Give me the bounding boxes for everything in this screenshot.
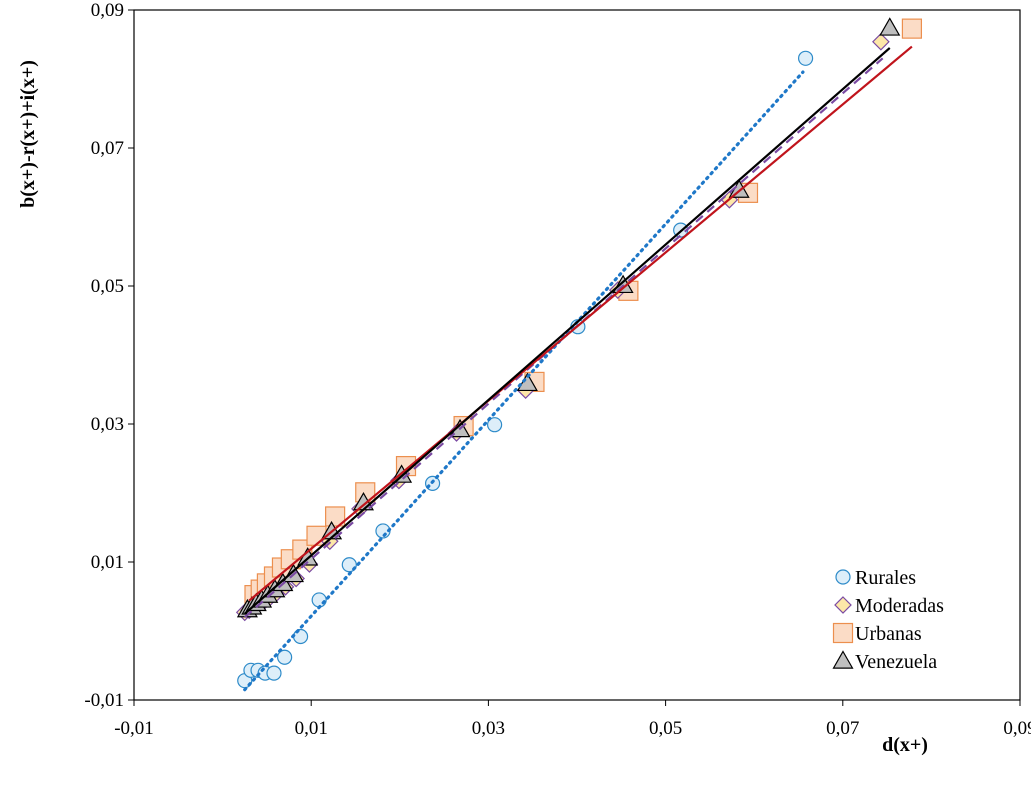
x-tick-label: 0,09	[1003, 718, 1031, 739]
legend-item-urbanas: Urbanas	[832, 622, 922, 645]
y-tick-label: 0,03	[91, 414, 124, 435]
point-urbanas	[325, 506, 346, 527]
point-rurales	[311, 592, 327, 608]
legend-label: Venezuela	[855, 651, 937, 673]
x-axis-ticks: -0,01 0,01 0,03 0,05 0,07 0,09	[114, 700, 1031, 739]
y-tick-label: 0,05	[91, 276, 124, 297]
point-rurales	[266, 665, 282, 681]
legend-label: Rurales	[855, 567, 916, 589]
x-axis-label: d(x+)	[882, 734, 928, 756]
legend-item-rurales: Rurales	[835, 567, 916, 589]
x-tick-label: 0,03	[472, 718, 505, 739]
y-axis-ticks: -0,01 0,01 0,03 0,05 0,07 0,09	[84, 0, 134, 711]
legend-marker-rurales	[835, 569, 851, 585]
point-venezuela	[272, 572, 294, 592]
x-tick-label: 0,07	[826, 718, 859, 739]
legend-marker-urbanas	[832, 622, 854, 644]
point-rurales	[797, 50, 814, 66]
x-tick-label: -0,01	[114, 718, 154, 739]
point-rurales	[487, 417, 503, 433]
trendline-venezuela	[244, 47, 891, 615]
legend-item-venezuela: Venezuela	[832, 650, 937, 673]
point-rurales	[277, 649, 293, 665]
y-tick-label: 0,07	[91, 138, 124, 159]
point-moderadas	[872, 32, 890, 51]
legend-marker-moderadas	[834, 596, 852, 614]
y-tick-label: 0,09	[91, 0, 124, 21]
legend-marker-venezuela	[832, 650, 854, 669]
y-axis-label: b(x+)-r(x+)+i(x+)	[17, 60, 39, 208]
trendline-urbanas	[248, 45, 913, 602]
legend: Rurales Moderadas Urbanas Venezuela	[832, 567, 944, 673]
point-venezuela	[879, 17, 901, 36]
trendline-rurales	[243, 70, 805, 692]
point-urbanas	[901, 18, 923, 39]
legend-label: Urbanas	[855, 623, 922, 645]
trendlines	[243, 45, 913, 692]
y-tick-label: 0,01	[91, 552, 124, 573]
y-tick-label: -0,01	[84, 690, 124, 711]
x-tick-label: 0,05	[649, 718, 682, 739]
x-tick-label: 0,01	[295, 718, 328, 739]
legend-item-moderadas: Moderadas	[834, 595, 944, 617]
legend-label: Moderadas	[855, 595, 944, 617]
